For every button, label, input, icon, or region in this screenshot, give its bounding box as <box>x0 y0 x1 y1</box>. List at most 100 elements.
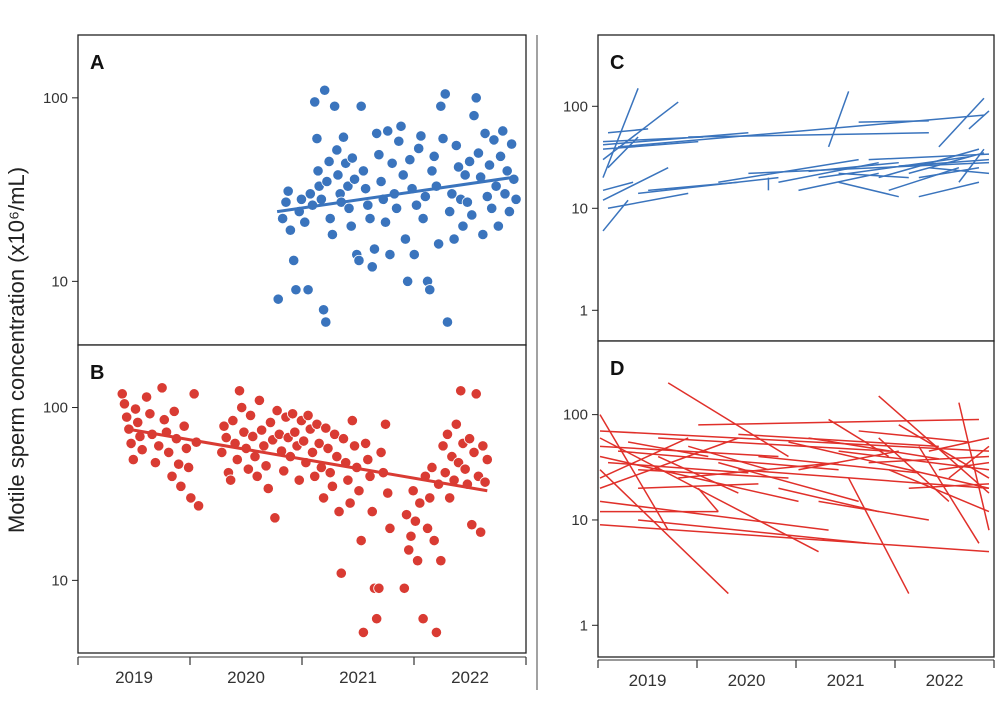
panels-group: A 10 100 B 10 100 C 1 10 100 D 1 10 100 <box>43 34 995 690</box>
participant-line <box>938 97 985 148</box>
y-tick-label: 100 <box>43 400 68 417</box>
panel-letter: B <box>90 362 104 384</box>
data-point <box>409 515 421 527</box>
panel-c: C 1 10 100 <box>563 34 995 342</box>
participant-line <box>918 445 980 544</box>
data-point <box>411 555 424 567</box>
x-tick-label: 2020 <box>728 671 766 690</box>
participant-line <box>667 382 789 458</box>
participant-line <box>602 101 679 161</box>
data-point <box>355 534 367 547</box>
participant-line <box>868 455 990 464</box>
x-tick-label: 2020 <box>227 668 265 687</box>
data-point <box>379 216 392 228</box>
data-point <box>492 220 504 232</box>
data-point <box>309 470 321 482</box>
data-point <box>264 416 277 429</box>
data-point <box>280 196 292 208</box>
data-point <box>288 254 300 267</box>
data-point <box>384 248 396 261</box>
data-point <box>260 460 272 472</box>
participant-line <box>688 132 929 138</box>
data-point <box>295 193 308 205</box>
data-point <box>345 220 357 232</box>
data-point <box>225 474 237 486</box>
data-point <box>421 522 434 534</box>
data-point <box>481 453 493 466</box>
data-point <box>404 154 416 166</box>
data-point <box>426 165 438 177</box>
data-point <box>415 130 427 142</box>
participant-line <box>888 166 960 192</box>
participant-line <box>748 161 990 175</box>
data-point <box>277 212 289 225</box>
data-point <box>163 446 175 458</box>
data-point <box>313 437 325 450</box>
data-point <box>417 212 429 225</box>
data-point <box>125 437 137 450</box>
y-tick-label: 10 <box>571 200 588 217</box>
participant-line <box>599 437 689 479</box>
participant-line <box>599 437 739 489</box>
data-point <box>444 205 456 218</box>
participant-line <box>808 437 939 460</box>
data-point <box>395 120 407 132</box>
data-point <box>410 199 423 211</box>
data-point <box>121 411 133 423</box>
data-point <box>346 152 358 164</box>
data-point <box>342 474 354 486</box>
data-point <box>414 497 426 509</box>
data-point <box>479 127 491 140</box>
panel-letter: A <box>90 52 104 74</box>
data-point <box>346 415 358 427</box>
participant-line <box>638 468 789 479</box>
data-point <box>348 440 361 452</box>
data-point <box>452 161 465 173</box>
y-tick-label: 100 <box>563 98 588 115</box>
x-axis-left: 2019 2020 2021 2022 <box>77 656 527 687</box>
data-point <box>258 440 270 452</box>
participant-line <box>827 91 850 148</box>
data-point <box>156 382 168 394</box>
participant-line <box>602 132 749 146</box>
data-point <box>483 159 496 171</box>
data-point <box>149 457 162 469</box>
data-point <box>379 418 392 430</box>
data-point <box>472 147 485 159</box>
participant-line <box>602 181 634 192</box>
data-point <box>298 435 310 447</box>
data-point <box>490 180 502 192</box>
panel-letter: D <box>610 358 624 380</box>
plot-area <box>116 382 493 638</box>
participant-line <box>758 455 919 474</box>
data-point <box>499 188 511 200</box>
y-tick-label: 1 <box>580 302 588 319</box>
data-point <box>405 530 417 542</box>
data-point <box>289 426 301 438</box>
data-point <box>510 193 522 205</box>
data-point <box>399 233 412 245</box>
data-point <box>175 480 187 492</box>
data-point <box>393 135 405 147</box>
participant-line <box>818 500 929 521</box>
data-point <box>506 138 518 150</box>
data-point <box>311 132 323 145</box>
data-point <box>118 398 131 410</box>
data-point <box>426 461 438 474</box>
data-point <box>459 169 471 181</box>
data-point <box>468 446 480 458</box>
participant-line <box>602 88 639 178</box>
participant-line <box>878 395 990 494</box>
data-point <box>441 316 454 328</box>
participant-line <box>958 402 990 531</box>
plot-area <box>602 88 990 232</box>
data-point <box>127 453 139 466</box>
participant-line <box>868 153 990 161</box>
participant-line <box>599 469 729 595</box>
data-point <box>284 224 296 236</box>
data-point <box>400 509 413 521</box>
data-point <box>466 209 478 221</box>
data-point <box>324 467 336 479</box>
data-point <box>343 202 355 214</box>
